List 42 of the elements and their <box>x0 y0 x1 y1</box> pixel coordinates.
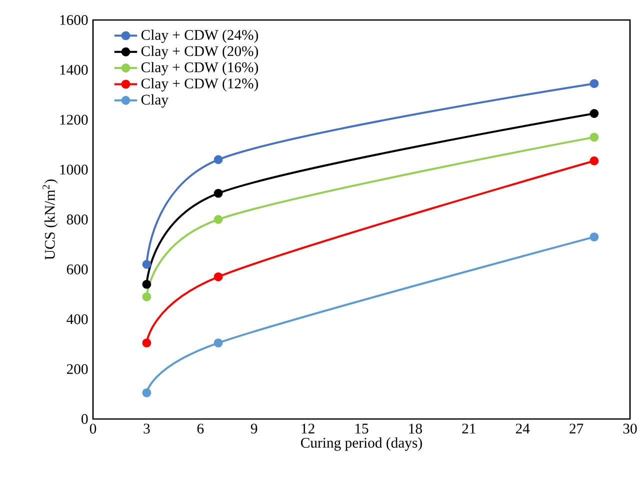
point <box>214 338 223 348</box>
x-axis-title: Curing period (days) <box>301 437 422 451</box>
x-tick-label: 6 <box>197 424 204 434</box>
x-tick-label: 0 <box>90 424 96 434</box>
y-axis-title: UCS (kN/m$^{2}$) <box>42 180 58 260</box>
point <box>214 215 223 224</box>
y-tick-label: 1400 <box>60 64 88 75</box>
point <box>142 338 152 348</box>
point <box>214 155 223 164</box>
x-tick-label: 15 <box>355 424 368 434</box>
legend-label: Clay <box>141 94 168 108</box>
point <box>142 388 152 398</box>
x-tick-label: 21 <box>462 424 476 434</box>
y-tick-label: 600 <box>66 264 88 274</box>
x-tick-label: 12 <box>302 424 314 434</box>
point <box>214 272 223 282</box>
x-tick-label: 3 <box>144 424 150 434</box>
point <box>142 280 152 289</box>
y-tick-label: 1200 <box>60 114 88 125</box>
point <box>590 232 599 242</box>
legend-label: Clay + CDW (20%) <box>141 46 258 60</box>
legend-label: Clay + CDW (16%) <box>141 62 258 76</box>
y-tick-label: 1600 <box>60 15 88 25</box>
legend-label: Clay + CDW (24%) <box>141 30 258 43</box>
x-tick-label: 30 <box>623 424 637 434</box>
x-tick-label: 24 <box>516 424 530 434</box>
y-tick-label: 400 <box>66 314 88 324</box>
x-tick-label: 18 <box>409 424 422 434</box>
point <box>142 292 152 302</box>
point <box>590 156 599 166</box>
y-tick-label: 0 <box>82 414 88 424</box>
point <box>142 260 152 269</box>
y-tick-label: 800 <box>66 214 88 224</box>
point <box>590 132 599 142</box>
legend-label: Clay + CDW (12%) <box>141 78 258 92</box>
y-tick-label: 1000 <box>60 164 88 175</box>
x-tick-label: 27 <box>570 424 584 434</box>
point <box>590 79 599 88</box>
x-tick-label: 9 <box>250 424 258 434</box>
point <box>590 109 599 118</box>
y-tick-label: 200 <box>66 364 88 374</box>
point <box>214 188 223 198</box>
